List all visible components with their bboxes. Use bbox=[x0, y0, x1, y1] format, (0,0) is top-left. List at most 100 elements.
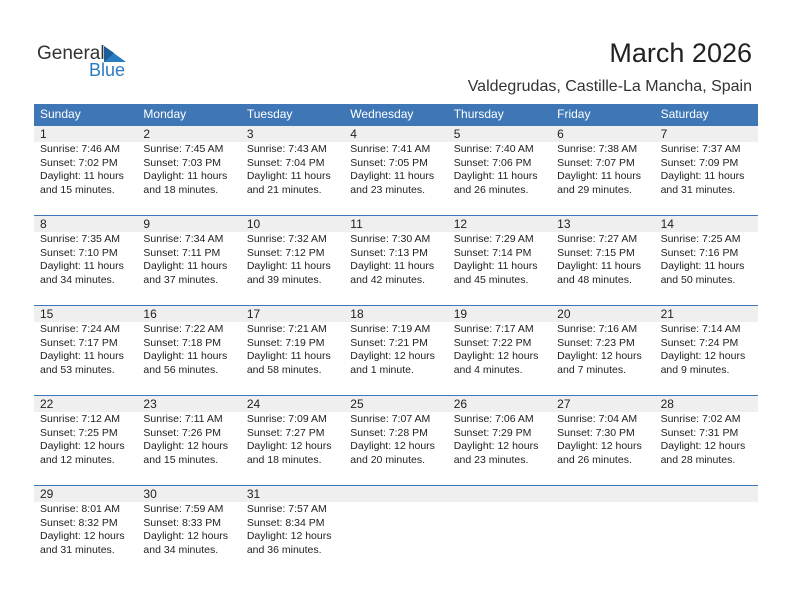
day-info: Sunrise: 7:21 AM bbox=[246, 323, 327, 335]
weekday-header: Monday bbox=[137, 104, 241, 125]
day-number: 10 bbox=[240, 215, 345, 232]
day-info: Daylight: 11 hours bbox=[557, 260, 641, 272]
day-info: Daylight: 12 hours bbox=[350, 350, 435, 362]
day-info: Sunrise: 7:06 AM bbox=[453, 413, 534, 425]
day-info: and 31 minutes. bbox=[40, 543, 115, 556]
day-info: Daylight: 12 hours bbox=[557, 440, 642, 452]
day-number: 11 bbox=[344, 215, 448, 232]
day-info: and 23 minutes. bbox=[350, 183, 425, 196]
day-info: Sunrise: 7:17 AM bbox=[453, 323, 534, 335]
day-number bbox=[551, 485, 655, 502]
day-info: and 37 minutes. bbox=[143, 273, 219, 286]
day-info: Sunset: 7:18 PM bbox=[143, 336, 222, 349]
day-info: Sunrise: 7:25 AM bbox=[660, 233, 741, 245]
day-number bbox=[654, 485, 758, 502]
day-info: Daylight: 11 hours bbox=[246, 260, 331, 272]
day-number: 2 bbox=[137, 125, 241, 142]
day-info: and 42 minutes. bbox=[350, 273, 425, 286]
day-info: Daylight: 11 hours bbox=[660, 170, 745, 182]
day-info: Daylight: 11 hours bbox=[40, 260, 124, 272]
day-number: 16 bbox=[137, 305, 241, 322]
brand-blue: Blue bbox=[89, 60, 126, 80]
day-info: and 34 minutes. bbox=[143, 543, 219, 556]
day-info: and 12 minutes. bbox=[40, 453, 115, 466]
day-info: Sunrise: 7:16 AM bbox=[557, 323, 638, 335]
day-info: Sunrise: 7:59 AM bbox=[143, 503, 224, 515]
day-info: and 7 minutes. bbox=[557, 363, 627, 376]
day-info: Daylight: 11 hours bbox=[453, 260, 538, 272]
day-info: and 26 minutes. bbox=[557, 453, 632, 466]
day-number: 21 bbox=[654, 305, 758, 322]
day-info: Sunrise: 7:29 AM bbox=[453, 233, 534, 245]
day-number: 15 bbox=[34, 305, 138, 322]
logo-icon bbox=[104, 46, 126, 62]
day-info: and 31 minutes. bbox=[660, 183, 736, 196]
day-info: and 58 minutes. bbox=[246, 363, 322, 376]
day-info: Sunset: 7:02 PM bbox=[40, 156, 118, 169]
day-info: Sunset: 7:29 PM bbox=[453, 426, 532, 439]
day-info: and 36 minutes. bbox=[246, 543, 322, 556]
weekday-header: Wednesday bbox=[344, 104, 448, 125]
day-number: 9 bbox=[137, 215, 241, 232]
day-info: Sunrise: 7:38 AM bbox=[557, 143, 638, 155]
day-info: Daylight: 12 hours bbox=[557, 350, 642, 362]
day-info: Sunrise: 7:24 AM bbox=[40, 323, 120, 335]
day-info: and 53 minutes. bbox=[40, 363, 115, 376]
day-info: Sunset: 7:14 PM bbox=[453, 246, 532, 259]
day-info: Sunrise: 7:35 AM bbox=[40, 233, 120, 245]
day-info: Sunset: 7:07 PM bbox=[557, 156, 635, 169]
day-info: Sunset: 7:19 PM bbox=[246, 336, 325, 349]
day-number: 31 bbox=[240, 485, 345, 502]
day-info: and 18 minutes. bbox=[246, 453, 322, 466]
day-info: Daylight: 12 hours bbox=[453, 350, 539, 362]
day-info: Daylight: 12 hours bbox=[143, 440, 229, 452]
day-info: Sunset: 7:31 PM bbox=[660, 426, 739, 439]
title: March 2026 bbox=[609, 38, 752, 68]
day-info: Sunrise: 7:37 AM bbox=[660, 143, 741, 155]
day-info: Sunset: 7:04 PM bbox=[246, 156, 325, 169]
day-info: Sunset: 7:10 PM bbox=[40, 246, 118, 259]
day-info: and 39 minutes. bbox=[246, 273, 322, 286]
day-info: Sunrise: 7:27 AM bbox=[557, 233, 638, 245]
day-info: Sunrise: 7:11 AM bbox=[143, 413, 223, 425]
weekday-header: Saturday bbox=[654, 104, 758, 125]
day-number: 22 bbox=[34, 395, 138, 412]
day-info: Daylight: 11 hours bbox=[246, 170, 331, 182]
day-number: 23 bbox=[137, 395, 241, 412]
day-number: 24 bbox=[240, 395, 345, 412]
day-info: Sunset: 7:24 PM bbox=[660, 336, 739, 349]
day-info: Daylight: 12 hours bbox=[660, 350, 746, 362]
day-info: and 21 minutes. bbox=[246, 183, 322, 196]
day-info: Daylight: 11 hours bbox=[557, 170, 641, 182]
brand-general: General bbox=[37, 43, 105, 64]
day-number: 12 bbox=[447, 215, 552, 232]
day-number: 26 bbox=[447, 395, 552, 412]
day-info: Daylight: 12 hours bbox=[143, 530, 229, 542]
day-info: Sunset: 7:21 PM bbox=[350, 336, 428, 349]
day-info: Daylight: 12 hours bbox=[40, 530, 125, 542]
day-info: Daylight: 11 hours bbox=[350, 170, 435, 182]
day-number: 17 bbox=[240, 305, 345, 322]
day-number: 28 bbox=[654, 395, 758, 412]
day-info: and 20 minutes. bbox=[350, 453, 425, 466]
day-info: Daylight: 11 hours bbox=[453, 170, 538, 182]
day-info: and 28 minutes. bbox=[660, 453, 736, 466]
day-info: Daylight: 12 hours bbox=[40, 440, 125, 452]
day-info: Sunset: 7:06 PM bbox=[453, 156, 532, 169]
day-info: Sunset: 7:27 PM bbox=[246, 426, 325, 439]
day-number: 27 bbox=[551, 395, 655, 412]
day-info: Daylight: 11 hours bbox=[660, 260, 745, 272]
day-number: 18 bbox=[344, 305, 448, 322]
day-info: Sunset: 7:23 PM bbox=[557, 336, 635, 349]
day-info: Sunset: 7:15 PM bbox=[557, 246, 635, 259]
day-info: Sunrise: 7:46 AM bbox=[40, 143, 120, 155]
day-info: and 4 minutes. bbox=[453, 363, 523, 376]
day-info: Sunrise: 7:14 AM bbox=[660, 323, 741, 335]
day-number: 6 bbox=[551, 125, 655, 142]
day-info: Daylight: 12 hours bbox=[660, 440, 746, 452]
day-info: and 1 minute. bbox=[350, 363, 414, 376]
day-info: Sunrise: 7:32 AM bbox=[246, 233, 327, 245]
day-info: Sunset: 8:34 PM bbox=[246, 516, 325, 529]
day-info: Sunrise: 7:19 AM bbox=[350, 323, 431, 335]
day-number: 14 bbox=[654, 215, 758, 232]
